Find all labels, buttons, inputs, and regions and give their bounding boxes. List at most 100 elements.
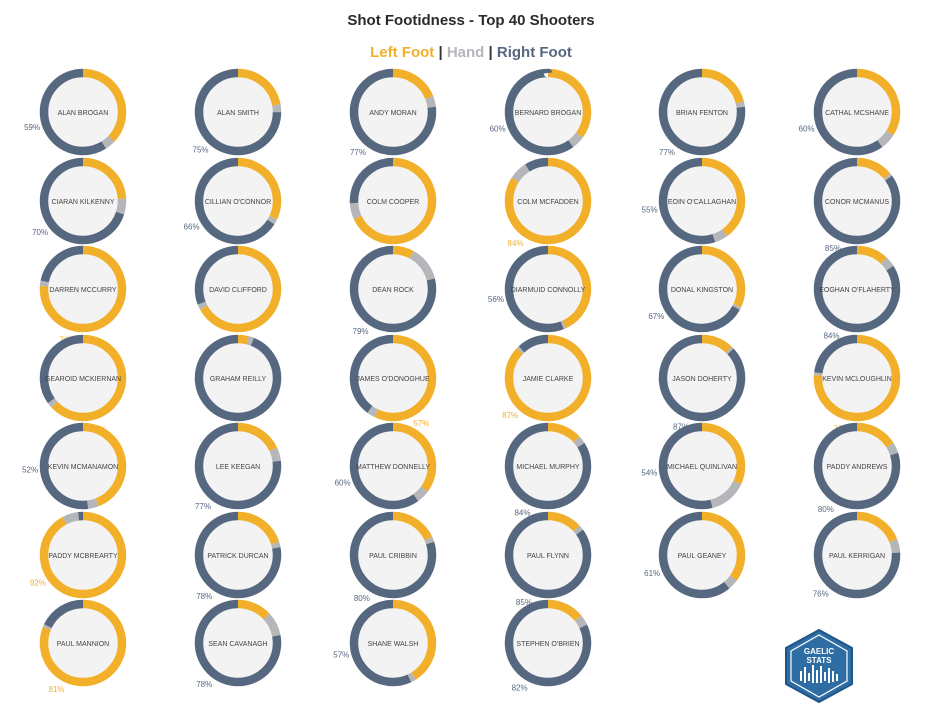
gaelic-stats-logo: GAELIC STATS — [785, 629, 853, 703]
percent-label: 55% — [642, 205, 658, 214]
player-name: COLM COOPER — [367, 199, 420, 206]
player-name: PAUL KERRIGAN — [829, 553, 885, 560]
donut-segment-right — [349, 422, 437, 510]
donut-segment-right — [39, 334, 127, 422]
donut-center — [48, 254, 118, 324]
donut-center — [667, 254, 737, 324]
donut-segment-right — [39, 422, 127, 510]
percent-label: 70% — [32, 228, 48, 237]
player-donut: PATRICK DURCAN 78% — [194, 511, 282, 601]
player-name: SHANE WALSH — [368, 641, 419, 648]
player-name: PATRICK DURCAN — [207, 553, 268, 560]
donut-center — [358, 343, 428, 413]
donut-segment-right — [194, 68, 282, 156]
donut-center — [822, 77, 892, 147]
donut-center — [667, 166, 737, 236]
player-donut: PADDY ANDREWS 80% — [813, 422, 901, 514]
donut-segment-right — [194, 334, 282, 422]
donut-center — [822, 254, 892, 324]
player-name: LEE KEEGAN — [216, 464, 260, 471]
percent-label: 85% — [825, 244, 841, 253]
percent-label: 57% — [413, 419, 429, 428]
percent-label: 80% — [354, 594, 370, 603]
donut-segment-right — [658, 511, 746, 599]
player-name: PADDY MCBREARTY — [48, 553, 118, 560]
player-donut: BERNARD BROGAN 60% — [490, 68, 592, 156]
donut-segment-right — [39, 245, 127, 333]
player-name: KEVIN MCLOUGHLIN — [822, 376, 892, 383]
donut-center — [48, 77, 118, 147]
percent-label: 77% — [659, 148, 675, 157]
player-name: CONOR MCMANUS — [825, 199, 889, 206]
percent-label: 84% — [508, 239, 524, 248]
percent-label: 80% — [818, 505, 834, 514]
percent-label: 78% — [196, 592, 212, 601]
donut-segment-right — [658, 157, 746, 245]
percent-label: 77% — [350, 148, 366, 157]
player-donut: ALAN BROGAN 59% — [24, 68, 127, 156]
percent-label: 92% — [30, 579, 46, 588]
player-donut: MICHAEL MURPHY 84% — [504, 422, 592, 517]
chart-title: Shot Footidness - Top 40 Shooters — [347, 12, 595, 29]
player-name: PADDY ANDREWS — [827, 464, 888, 471]
donut-segment-right — [504, 334, 592, 422]
player-donut: EOGHAN O'FLAHERTY 84% — [813, 245, 901, 340]
player-donut: MATTHEW DONNELLY 60% — [335, 422, 437, 510]
donut-center — [48, 166, 118, 236]
donut-segment-right — [658, 422, 746, 510]
donut-segment-hand — [39, 157, 127, 245]
donut-segment-right — [658, 245, 746, 333]
donut-segment-right — [349, 68, 437, 156]
player-donut: KEVIN MCMANAMON 52% — [22, 422, 127, 510]
player-name: JAMIE CLARKE — [523, 376, 574, 383]
donut-segment-right — [194, 157, 282, 245]
player-name: ALAN BROGAN — [58, 110, 109, 117]
player-name: GEAROID MCKIERNAN — [45, 376, 121, 383]
donut-center — [48, 520, 118, 590]
percent-label: 79% — [353, 327, 369, 336]
percent-label: 85% — [516, 598, 532, 607]
player-name: DIARMUID CONNOLLY — [511, 287, 586, 294]
donut-center — [203, 254, 273, 324]
player-donut: CATHAL MCSHANE 60% — [799, 68, 901, 156]
player-name: STEPHEN O'BRIEN — [516, 641, 579, 648]
percent-label: 60% — [490, 124, 506, 133]
percent-label: 84% — [823, 331, 839, 340]
player-name: CILLIAN O'CONNOR — [205, 199, 271, 206]
percent-label: 78% — [196, 680, 212, 689]
donut-segment-right — [813, 68, 901, 156]
donut-center — [513, 608, 583, 678]
player-name: CIARAN KILKENNY — [51, 199, 114, 206]
donut-segment-right — [504, 68, 592, 156]
player-donut: PAUL CRIBBIN 80% — [349, 511, 437, 603]
player-name: JAMES O'DONOGHUE — [356, 376, 430, 383]
donut-segment-right — [39, 599, 127, 687]
player-donut: EOIN O'CALLAGHAN 55% — [642, 157, 746, 245]
percent-label: 87% — [502, 411, 518, 420]
donut-segment-right — [504, 599, 592, 687]
donut-center — [513, 254, 583, 324]
player-name: EOIN O'CALLAGHAN — [668, 199, 736, 206]
donut-segment-right — [194, 422, 282, 510]
player-donut: CONOR MCMANUS 85% — [813, 157, 901, 253]
player-name: PAUL MANNION — [57, 641, 110, 648]
legend-hand: Hand — [446, 44, 485, 61]
donut-center — [203, 520, 273, 590]
donut-center — [513, 77, 583, 147]
player-name: GRAHAM REILLY — [210, 376, 267, 383]
player-name: BRIAN FENTON — [676, 110, 728, 117]
donut-segment-right — [349, 245, 437, 333]
donut-center — [358, 608, 428, 678]
donut-center — [358, 77, 428, 147]
player-donut: DEAN ROCK 79% — [349, 245, 437, 336]
player-name: PAUL FLYNN — [527, 553, 569, 560]
player-donut: JAMIE CLARKE 87% — [502, 334, 592, 422]
player-name: JASON DOHERTY — [672, 376, 732, 383]
player-name: ANDY MORAN — [369, 110, 416, 117]
